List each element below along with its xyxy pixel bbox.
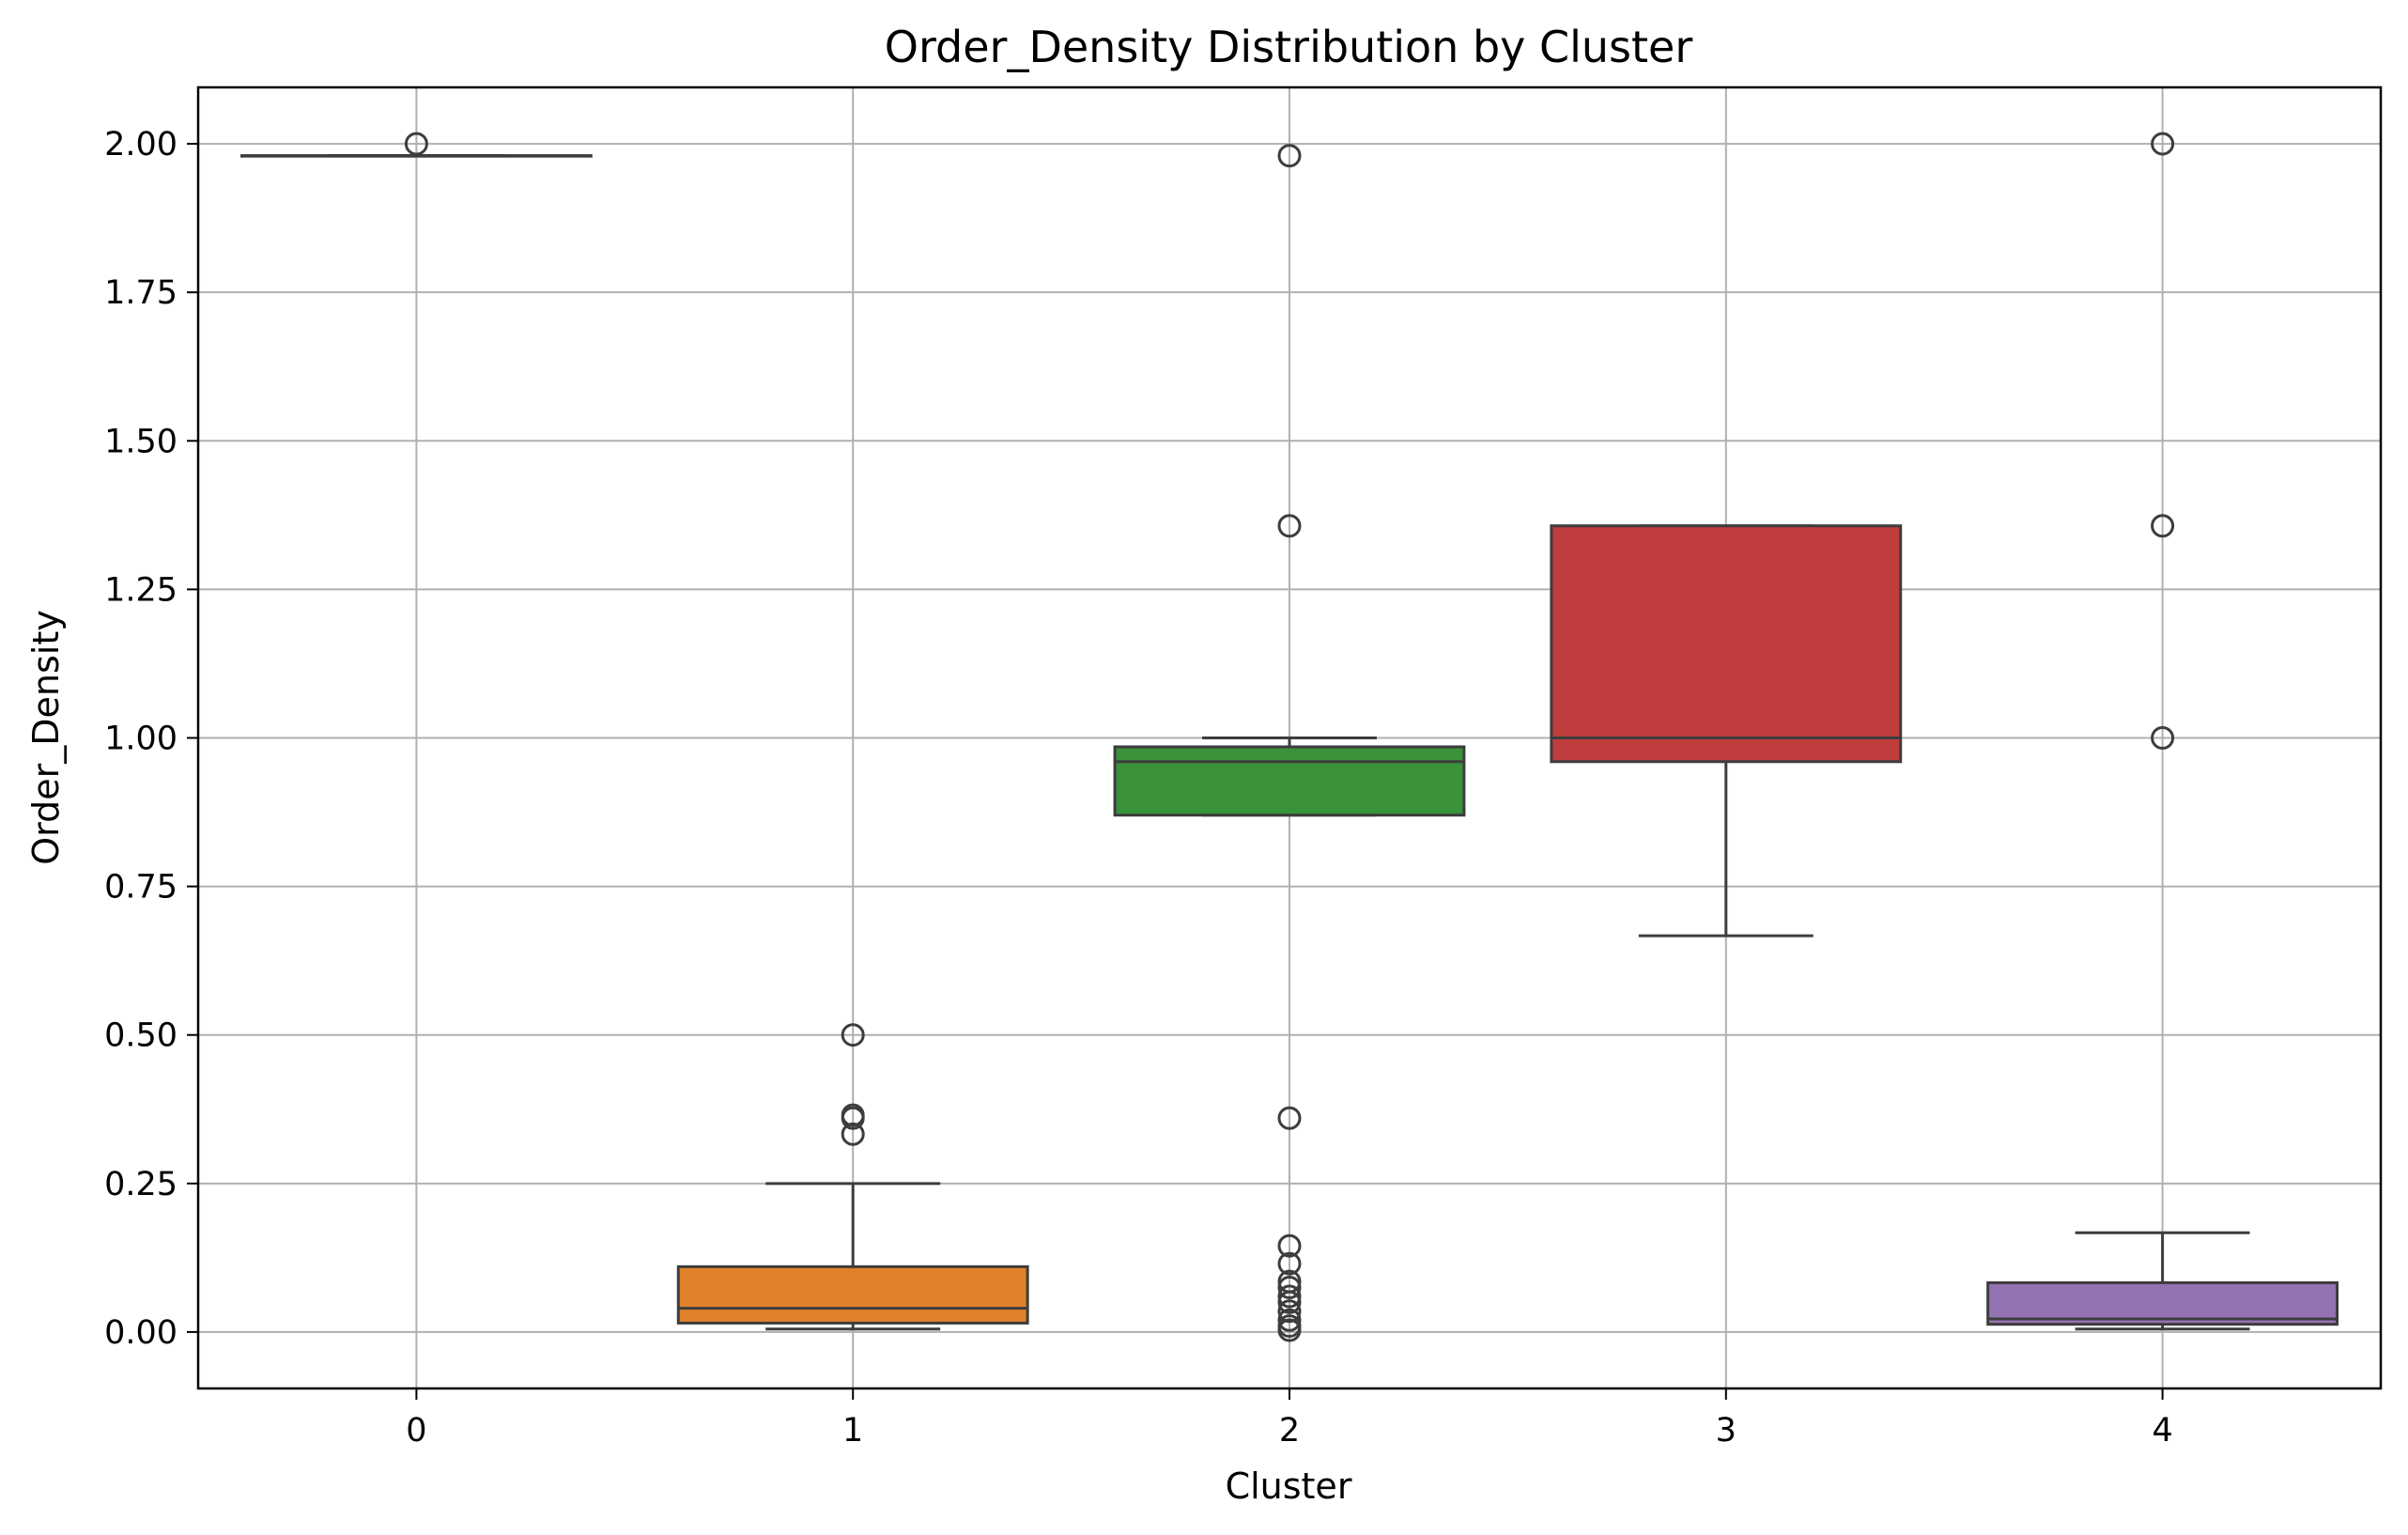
y-tick-label: 0.50 bbox=[104, 1017, 178, 1055]
outlier-point bbox=[1277, 1251, 1302, 1276]
box-cluster-4 bbox=[1986, 132, 2339, 1331]
y-tick-label: 0.00 bbox=[104, 1314, 178, 1352]
box-cluster-2 bbox=[1113, 144, 1466, 1342]
y-tick-label: 1.50 bbox=[104, 423, 178, 460]
outlier-point bbox=[1277, 1233, 1302, 1258]
x-tick-label: 3 bbox=[1716, 1412, 1737, 1450]
outlier-point bbox=[841, 1103, 865, 1127]
chart-title: Order_Density Distribution by Cluster bbox=[885, 22, 1693, 72]
box-cluster-1 bbox=[676, 1023, 1029, 1331]
y-tick-label: 1.75 bbox=[104, 274, 178, 312]
outlier-point bbox=[2151, 132, 2175, 156]
outlier-point bbox=[1277, 144, 1302, 168]
outlier-point bbox=[1277, 1308, 1302, 1332]
outlier-point bbox=[2151, 726, 2175, 750]
box-cluster-0 bbox=[239, 132, 593, 158]
axes: 0.00 0.25 0.50 0.75 1.00 1.25 1.50 1.75 2.00 0 1 2 3… bbox=[104, 126, 2173, 1450]
grid-lines bbox=[198, 87, 2381, 1388]
x-axis-label: Cluster bbox=[1226, 1465, 1352, 1507]
y-tick-label: 1.25 bbox=[104, 571, 178, 609]
box-iqr bbox=[1113, 745, 1466, 817]
y-tick-label: 0.75 bbox=[104, 869, 178, 907]
x-tick-label: 4 bbox=[2152, 1412, 2172, 1450]
outlier-point bbox=[1277, 1299, 1302, 1324]
x-tick-label: 0 bbox=[406, 1412, 426, 1450]
outlier-point bbox=[841, 1023, 865, 1047]
y-tick-label: 2.00 bbox=[104, 126, 178, 163]
y-tick-label: 1.00 bbox=[104, 721, 178, 758]
outlier-point bbox=[841, 1122, 865, 1146]
box-cluster-3 bbox=[1550, 524, 1903, 938]
outlier-point bbox=[1277, 1269, 1302, 1294]
outlier-point bbox=[404, 132, 428, 156]
box-iqr bbox=[1986, 1280, 2339, 1326]
box-plots bbox=[239, 132, 2339, 1342]
outlier-point bbox=[1277, 1314, 1302, 1339]
outlier-point bbox=[2151, 514, 2175, 538]
y-tick-label: 0.25 bbox=[104, 1166, 178, 1203]
outlier-point bbox=[1277, 514, 1302, 538]
x-tick-label: 2 bbox=[1279, 1412, 1300, 1450]
outlier-point bbox=[1277, 1284, 1302, 1309]
box-iqr bbox=[676, 1264, 1029, 1325]
outlier-point bbox=[1277, 1275, 1302, 1299]
box-iqr bbox=[1550, 524, 1903, 764]
y-axis-label: Order_Density bbox=[25, 610, 67, 864]
x-tick-label: 1 bbox=[842, 1412, 863, 1450]
outlier-point bbox=[1277, 1106, 1302, 1130]
